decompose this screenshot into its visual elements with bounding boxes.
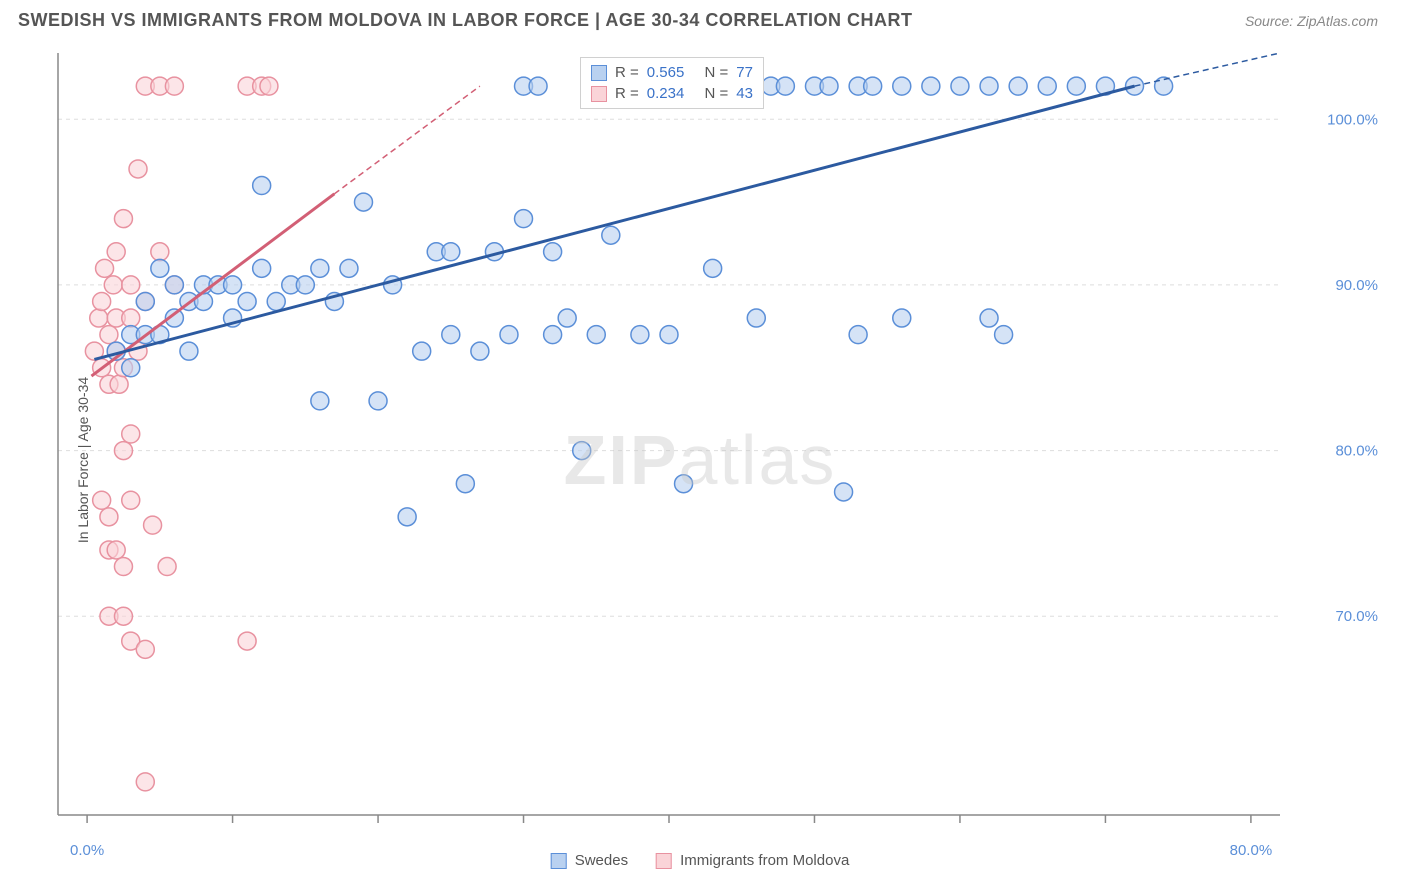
stats-row-swedes: R = 0.565 N = 77 [591, 62, 753, 83]
svg-text:100.0%: 100.0% [1327, 111, 1378, 128]
stats-box: R = 0.565 N = 77 R = 0.234 N = 43 [580, 57, 764, 109]
svg-text:80.0%: 80.0% [1230, 842, 1273, 859]
stat-r-value: 0.234 [647, 85, 685, 102]
scatter-plot-svg: 70.0% 80.0% 90.0% 100.0% 0.0% 80.0% [50, 45, 1390, 875]
legend-bottom: Swedes Immigrants from Moldova [551, 850, 850, 871]
legend-label: Immigrants from Moldova [680, 852, 849, 869]
stat-r-label: R = [615, 85, 639, 102]
stat-n-value: 43 [736, 85, 753, 102]
legend-item-moldova: Immigrants from Moldova [656, 850, 849, 871]
stat-n-label: N = [704, 64, 728, 81]
legend-item-swedes: Swedes [551, 850, 628, 871]
stat-n-label: N = [704, 85, 728, 102]
swatch-blue-icon [591, 65, 607, 81]
swatch-pink-icon [591, 86, 607, 102]
swatch-blue-icon [551, 853, 567, 869]
stat-r-value: 0.565 [647, 64, 685, 81]
svg-text:80.0%: 80.0% [1335, 443, 1378, 460]
source-credit: Source: ZipAtlas.com [1245, 13, 1378, 29]
chart-title: SWEDISH VS IMMIGRANTS FROM MOLDOVA IN LA… [18, 10, 913, 31]
swatch-pink-icon [656, 853, 672, 869]
stats-row-moldova: R = 0.234 N = 43 [591, 83, 753, 104]
legend-label: Swedes [575, 852, 628, 869]
svg-text:70.0%: 70.0% [1335, 608, 1378, 625]
stat-n-value: 77 [736, 64, 753, 81]
svg-text:0.0%: 0.0% [70, 842, 104, 859]
svg-text:90.0%: 90.0% [1335, 277, 1378, 294]
correlation-chart: In Labor Force | Age 30-34 70.0%80.0%90.… [10, 45, 1390, 875]
chart-header: SWEDISH VS IMMIGRANTS FROM MOLDOVA IN LA… [0, 0, 1406, 37]
stat-r-label: R = [615, 64, 639, 81]
